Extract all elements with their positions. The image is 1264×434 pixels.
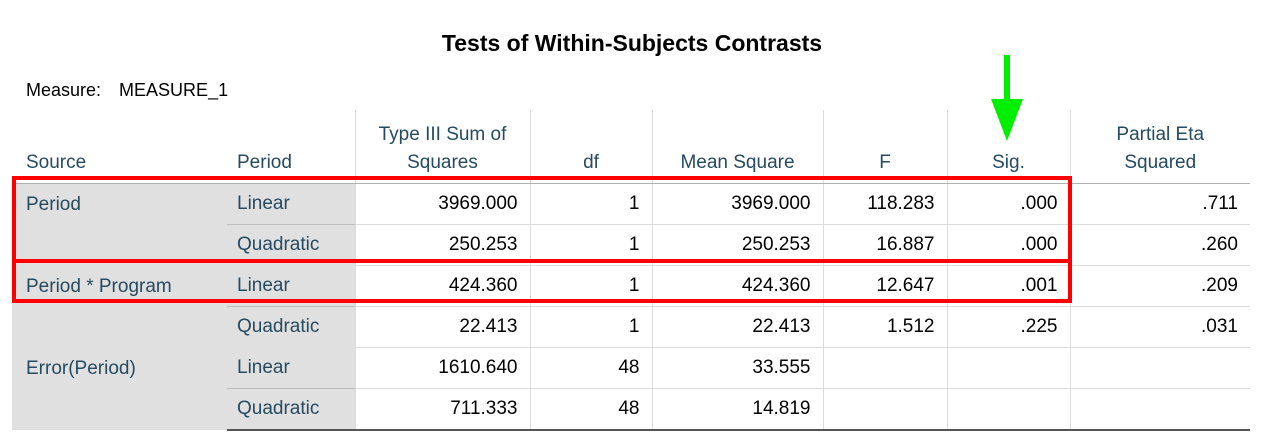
table-row: Quadratic 711.333 48 14.819 xyxy=(12,388,1250,431)
sig-cell: .225 xyxy=(946,306,1070,348)
header-row: Source Period Type III Sum of Squares df… xyxy=(12,110,1250,184)
measure-label: Measure: xyxy=(26,80,102,100)
ss-cell: 22.413 xyxy=(354,306,530,348)
table-row: Error(Period) Linear 1610.640 48 33.555 xyxy=(12,347,1250,430)
period-cell: Quadratic xyxy=(227,388,355,431)
highlight-box-period xyxy=(12,176,1072,263)
eta-cell: .031 xyxy=(1069,306,1250,348)
f-cell: 16.887 xyxy=(822,224,947,266)
header-source: Source xyxy=(12,110,227,184)
period-cell: Quadratic xyxy=(227,224,355,266)
f-cell: 1.512 xyxy=(822,306,947,348)
ms-cell: 250.253 xyxy=(651,224,823,266)
eta-cell xyxy=(1069,388,1250,431)
df-cell: 48 xyxy=(529,347,652,389)
sig-cell: .000 xyxy=(946,224,1070,266)
sig-cell: .000 xyxy=(946,183,1070,225)
header-period: Period xyxy=(227,110,355,184)
f-cell xyxy=(822,347,947,389)
header-df: df xyxy=(529,110,652,184)
f-cell: 118.283 xyxy=(822,183,947,225)
sig-cell xyxy=(946,347,1070,389)
period-cell: Quadratic xyxy=(227,306,355,348)
header-eta: Partial Eta Squared xyxy=(1069,110,1250,184)
sig-cell xyxy=(946,388,1070,431)
header-ss: Type III Sum of Squares xyxy=(354,110,530,184)
ms-cell: 3969.000 xyxy=(651,183,823,225)
ms-cell: 33.555 xyxy=(651,347,823,389)
ss-cell: 711.333 xyxy=(354,388,530,431)
df-cell: 48 xyxy=(529,388,652,431)
highlight-box-interaction xyxy=(12,259,1072,303)
period-cell: Linear xyxy=(227,183,355,225)
df-cell: 1 xyxy=(529,183,652,225)
source-cell: Period xyxy=(12,183,227,266)
eta-cell: .260 xyxy=(1069,224,1250,266)
eta-cell: .209 xyxy=(1069,265,1250,307)
ss-cell: 3969.000 xyxy=(354,183,530,225)
df-cell: 1 xyxy=(529,224,652,266)
eta-cell: .711 xyxy=(1069,183,1250,225)
table-title: Tests of Within-Subjects Contrasts xyxy=(441,30,823,56)
table-row: Quadratic 250.253 1 250.253 16.887.000.260 xyxy=(12,224,1250,266)
ss-cell: 250.253 xyxy=(354,224,530,266)
f-cell xyxy=(822,388,947,431)
ms-cell: 22.413 xyxy=(651,306,823,348)
period-cell: Linear xyxy=(227,347,355,389)
header-ms: Mean Square xyxy=(651,110,823,184)
ms-cell: 14.819 xyxy=(651,388,823,431)
ss-cell: 1610.640 xyxy=(354,347,530,389)
eta-cell xyxy=(1069,347,1250,389)
measure-value: MEASURE_1 xyxy=(119,80,229,100)
measure-line: Measure: MEASURE_1 xyxy=(26,80,228,101)
contrasts-table: Source Period Type III Sum of Squares df… xyxy=(12,110,1250,431)
source-cell: Period * Program xyxy=(12,265,227,348)
header-f: F xyxy=(822,110,947,184)
df-cell: 1 xyxy=(529,306,652,348)
arrow-down-icon xyxy=(991,55,1023,141)
table-row: Quadratic 22.413 1 22.413 1.512.225.031 xyxy=(12,306,1250,348)
source-cell: Error(Period) xyxy=(12,347,227,430)
table-row: Period Linear 3969.000 1 3969.000 118.283.000… xyxy=(12,183,1250,266)
